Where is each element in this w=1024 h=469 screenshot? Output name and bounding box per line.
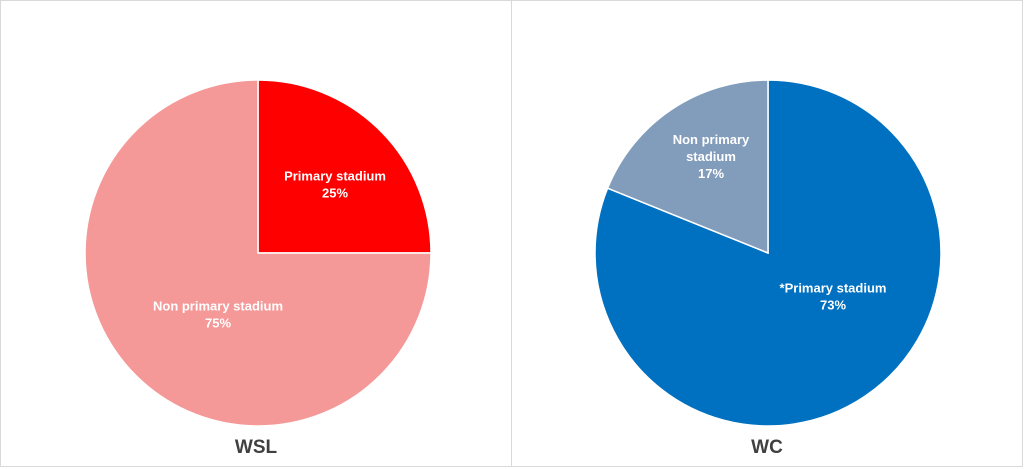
- wc-slice-non-primary-stadium: [606, 79, 769, 255]
- wsl-pie-chart: Primary stadium 25% Non primary stadium 75%: [84, 79, 432, 427]
- wc-chart-title: WC: [751, 437, 783, 458]
- wsl-slice-label-non-primary-stadium: Non primary stadium 75%: [153, 299, 283, 331]
- wsl-chart-title: WSL: [234, 437, 278, 458]
- wsl-slice-label-primary-stadium: Primary stadium 25%: [284, 169, 386, 201]
- wsl-slice-non-primary-stadium: [84, 79, 432, 427]
- wsl-slice-primary-stadium: [257, 79, 432, 254]
- wsl-chart-panel: Primary stadium 25% Non primary stadium 75%…: [0, 0, 512, 467]
- wc-slice-label-non-primary-stadium: Non primary stadium 17%: [673, 132, 750, 181]
- wc-slice-label-primary-stadium: *Primary stadium 73%: [780, 281, 887, 313]
- wc-chart-panel: *Primary stadium 73% Non primary stadium 17%…: [511, 0, 1023, 467]
- wc-pie-chart: *Primary stadium 73% Non primary stadium 17%: [594, 79, 942, 427]
